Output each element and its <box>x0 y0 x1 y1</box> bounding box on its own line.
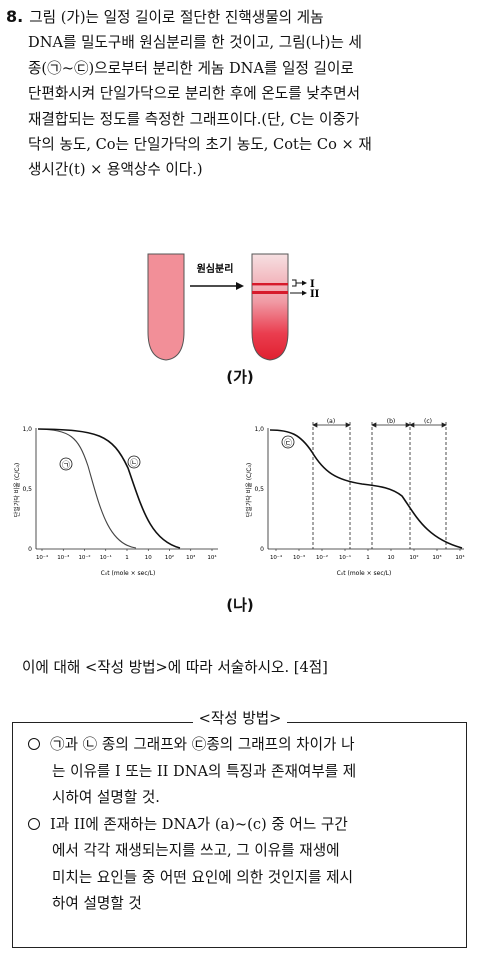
bullet-icon <box>28 738 40 750</box>
region-b-label: (b) <box>387 418 396 425</box>
band-i-label: I <box>310 279 315 290</box>
arrow-label: 원심분리 <box>197 262 234 275</box>
xtick-label: 10⁻² <box>316 554 328 561</box>
question-line-6: 닥의 농도, Co는 단일가닥의 초기 농도, Cot는 Co × 재 <box>28 136 372 154</box>
question-line-1: 8. 그림 (가)는 일정 길이로 절단한 진핵생물의 게놈 <box>6 7 324 26</box>
question-text: 8. 그림 (가)는 일정 길이로 절단한 진핵생물의 게놈 DNA를 밀도구배 … <box>6 4 474 183</box>
tube-before <box>147 253 185 361</box>
left-ylabel: 단일가닥 비율 (C/C₀) <box>13 463 21 517</box>
question-line-3: 종(㉠~㉢)으로부터 분리한 게놈 DNA를 일정 길이로 <box>28 59 354 77</box>
xtick-label: 10⁻³ <box>293 554 305 561</box>
left-ytick-1: 1,0 <box>22 426 32 433</box>
right-ytick-05: 0,5 <box>254 486 264 493</box>
xtick-label: 10⁻¹ <box>100 554 112 561</box>
guide-item-2-line-2: 에서 각각 재생되는지를 쓰고, 그 이유를 재생에 <box>52 842 340 859</box>
xtick-label: 10⁻⁴ <box>36 554 49 561</box>
band-ii-label: II <box>310 289 320 300</box>
question-line-2: DNA를 밀도구배 원심분리를 한 것이고, 그림(나)는 세 <box>28 34 362 52</box>
xtick-label: 10² <box>165 554 174 561</box>
guide-item-2-line-4: 하여 설명할 것 <box>52 895 142 912</box>
xtick-label: 1 <box>125 555 129 561</box>
guide-item-1-line-1: ㉠과 ㉡ 종의 그래프와 ㉢종의 그래프의 차이가 나 <box>28 732 468 759</box>
curve-2-label: ㉡ <box>130 459 138 468</box>
question-line-5: 재결합되는 정도를 측정한 그래프이다.(단, C는 이중가 <box>28 110 360 128</box>
right-ylabel: 단일가닥 비율 (C/C₀) <box>245 463 253 517</box>
xtick-label: 10³ <box>432 554 441 561</box>
guide-item-2-line-3: 미치는 요인들 중 어떤 요인에 의한 것인지를 제시 <box>52 868 353 886</box>
figure-ga-caption: (가) <box>226 368 254 386</box>
xtick-label: 10 <box>145 555 152 561</box>
graph-right: 1,0 0,5 0 단일가닥 비율 (C/C₀) C₀t (mole × sec… <box>245 418 465 577</box>
arrow-head <box>236 282 244 290</box>
band-ii <box>252 291 288 294</box>
xtick-label: 10⁻³ <box>57 554 69 561</box>
guide-item-1-line-2: 는 이유를 I 또는 II DNA의 특징과 존재여부를 제 <box>52 762 357 780</box>
curve-3 <box>269 429 463 549</box>
xtick-label: 10⁻¹ <box>339 554 351 561</box>
instruction-text: 이에 대해 <작성 방법>에 따라 서술하시오. [4점] <box>22 659 328 676</box>
question-number: 8. <box>6 7 24 26</box>
left-xlabel: C₀t (mole × sec/L) <box>101 570 156 577</box>
right-ytick-1: 1,0 <box>254 426 264 433</box>
xtick-label: 10³ <box>186 554 195 561</box>
curve-1 <box>37 428 137 549</box>
tube-after <box>251 253 289 361</box>
xtick-label: 10⁴ <box>207 554 217 561</box>
curve-1-label: ㉠ <box>62 461 70 470</box>
curve-2 <box>37 428 181 549</box>
xtick-label: 1 <box>366 555 370 561</box>
figure-centrifuge-tubes: 원심분리 I II <box>147 253 320 361</box>
region-c-label: (c) <box>424 418 432 425</box>
right-ytick-0: 0 <box>260 546 264 553</box>
curve-3-label: ㉢ <box>284 439 292 448</box>
region-a-label: (a) <box>327 418 335 425</box>
guide-title: <작성 방법> <box>0 707 480 728</box>
xtick-label: 10 <box>388 555 395 561</box>
guide-item-2-line-1: I과 II에 존재하는 DNA가 (a)~(c) 중 어느 구간 <box>28 812 468 839</box>
left-ytick-05: 0,5 <box>22 486 32 493</box>
question-line-4: 단편화시켜 단일가닥으로 분리한 후에 온도를 낮추면서 <box>28 85 361 103</box>
figure-na-caption: (나) <box>226 596 254 614</box>
graph-left: 1,0 0,5 0 단일가닥 비율 (C/C₀) C₀t (mole × sec… <box>13 426 218 577</box>
xtick-label: 10⁴ <box>455 554 465 561</box>
xtick-label: 10⁻² <box>78 554 90 561</box>
left-ytick-0: 0 <box>28 546 32 553</box>
xtick-label: 10⁻⁴ <box>270 554 283 561</box>
bullet-icon <box>28 817 40 830</box>
guide-items: ㉠과 ㉡ 종의 그래프와 ㉢종의 그래프의 차이가 나 는 이유를 I 또는 I… <box>28 732 468 918</box>
right-xlabel: C₀t (mole × sec/L) <box>337 570 392 577</box>
question-line-7: 생시간(t) × 용액상수 이다.) <box>28 161 203 179</box>
band-i <box>252 283 288 286</box>
xtick-label: 10² <box>409 554 418 561</box>
guide-item-1-line-3: 시하여 설명할 것. <box>52 789 160 806</box>
